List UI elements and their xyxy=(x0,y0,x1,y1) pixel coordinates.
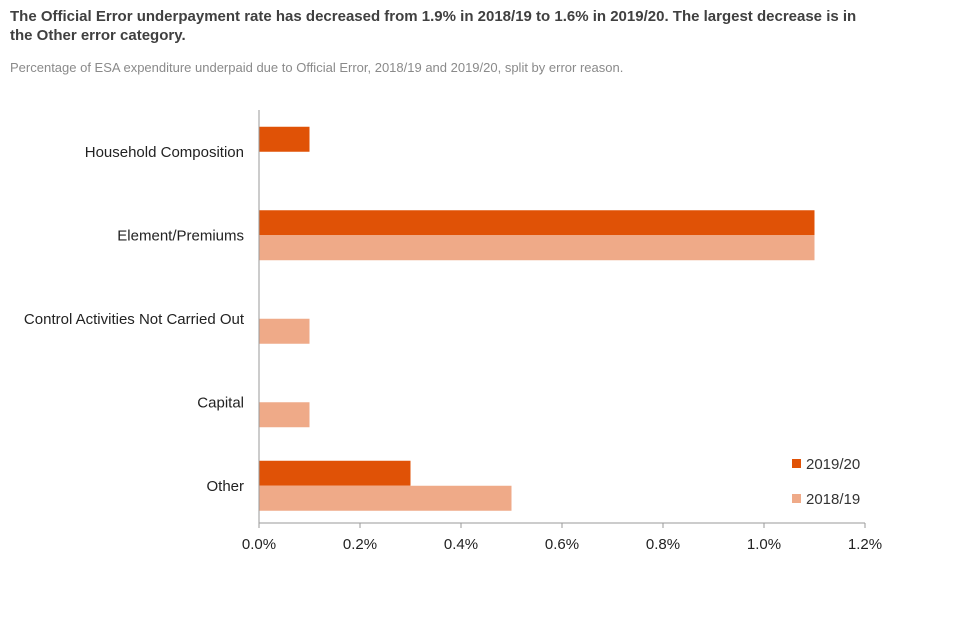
category-label: Other xyxy=(206,478,244,495)
legend-label-2018-19: 2018/19 xyxy=(806,491,860,508)
x-tick-label: 0.6% xyxy=(545,536,579,553)
category-label: Element/Premiums xyxy=(117,227,244,244)
category-label: Household Composition xyxy=(85,144,244,161)
x-tick-label: 1.0% xyxy=(747,536,781,553)
chart-subtitle: Percentage of ESA expenditure underpaid … xyxy=(10,60,624,75)
bar-2019-20-1 xyxy=(259,210,815,236)
chart-title-line2: the Other error category. xyxy=(10,27,186,44)
x-tick-label: 0.8% xyxy=(646,536,680,553)
bar-2018-19-1 xyxy=(259,235,815,261)
x-tick-label: 0.0% xyxy=(242,536,276,553)
x-tick-label: 0.4% xyxy=(444,536,478,553)
category-label: Control Activities Not Carried Out xyxy=(24,311,245,328)
legend-swatch-2018-19 xyxy=(792,494,801,503)
category-label: Capital xyxy=(197,394,244,411)
bar-2018-19-3 xyxy=(259,402,310,428)
chart-title: The Official Error underpayment rate has… xyxy=(10,7,940,45)
x-tick-label: 0.2% xyxy=(343,536,377,553)
bar-2018-19-2 xyxy=(259,318,310,344)
chart-title-line1: The Official Error underpayment rate has… xyxy=(10,8,857,25)
bar-2019-20-4 xyxy=(259,460,411,486)
legend-swatch-2019-20 xyxy=(792,459,801,468)
bar-2018-19-4 xyxy=(259,485,512,511)
legend-label-2019-20: 2019/20 xyxy=(806,456,860,473)
bar-2019-20-0 xyxy=(259,126,310,152)
x-tick-label: 1.2% xyxy=(848,536,882,553)
